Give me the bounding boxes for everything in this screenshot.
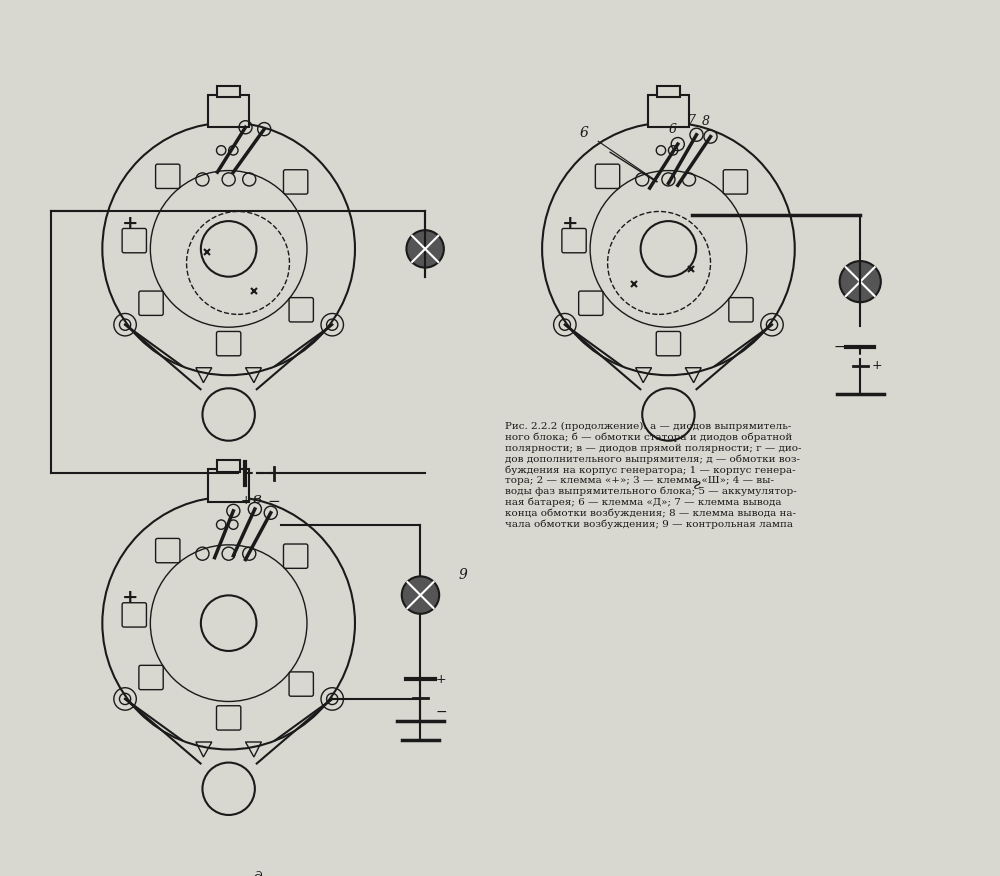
Bar — [657, 86, 680, 97]
Text: +: + — [436, 673, 446, 686]
Bar — [217, 86, 240, 97]
Text: 8: 8 — [702, 116, 710, 129]
Circle shape — [406, 230, 444, 267]
Text: +: + — [872, 359, 882, 372]
Text: Рис. 2.2.2 (продолжение): а — диодов выпрямитель-
ного блока; б — обмотки статор: Рис. 2.2.2 (продолжение): а — диодов вып… — [505, 422, 801, 529]
Text: −: − — [435, 705, 447, 719]
Text: в: в — [252, 492, 261, 506]
Text: 7: 7 — [688, 114, 696, 126]
Text: г: г — [693, 478, 700, 492]
Bar — [208, 469, 249, 502]
Text: д: д — [252, 871, 262, 876]
Bar — [208, 95, 249, 127]
Circle shape — [840, 261, 881, 302]
Text: 9: 9 — [458, 568, 467, 582]
Bar — [217, 461, 240, 471]
Bar — [648, 95, 689, 127]
Circle shape — [402, 576, 439, 614]
Text: +: + — [562, 215, 578, 233]
Text: 6: 6 — [669, 123, 677, 136]
Text: 6: 6 — [580, 125, 589, 139]
Text: −: − — [834, 340, 845, 354]
Text: +: + — [122, 215, 138, 233]
Text: +: + — [122, 589, 138, 607]
Text: −: − — [267, 494, 280, 509]
Text: +: + — [240, 494, 251, 507]
